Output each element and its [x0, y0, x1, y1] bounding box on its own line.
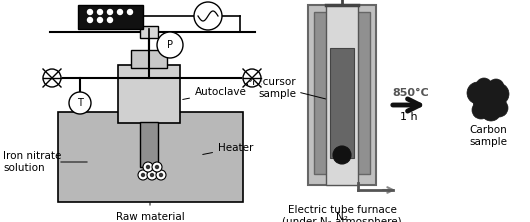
Circle shape [488, 79, 504, 95]
Bar [58, 112, 243, 202]
Circle shape [490, 99, 508, 117]
Circle shape [118, 10, 122, 14]
Bar [326, 5, 358, 185]
Circle shape [142, 174, 145, 176]
Text: Autoclave: Autoclave [183, 87, 247, 99]
Circle shape [87, 10, 93, 14]
Text: P: P [167, 40, 173, 50]
Circle shape [87, 18, 93, 22]
Circle shape [152, 162, 162, 172]
Circle shape [98, 18, 102, 22]
Circle shape [146, 165, 149, 168]
Text: N₂: N₂ [336, 212, 348, 222]
Bar [140, 122, 158, 167]
Text: Heater: Heater [203, 143, 253, 155]
Polygon shape [52, 69, 61, 87]
Polygon shape [243, 69, 252, 87]
Circle shape [481, 101, 501, 121]
Circle shape [143, 162, 153, 172]
Circle shape [108, 18, 112, 22]
Text: Precursor
sample: Precursor sample [246, 77, 296, 99]
Circle shape [151, 174, 154, 176]
Circle shape [157, 32, 183, 58]
Bar [314, 12, 370, 174]
Circle shape [98, 10, 102, 14]
Circle shape [473, 85, 503, 115]
Circle shape [69, 92, 91, 114]
Circle shape [487, 83, 509, 105]
Circle shape [476, 78, 492, 94]
Circle shape [467, 82, 489, 104]
Circle shape [138, 170, 148, 180]
Bar [131, 50, 167, 68]
Bar [118, 65, 180, 123]
Polygon shape [252, 69, 261, 87]
Text: Iron nitrate
solution: Iron nitrate solution [3, 151, 61, 173]
Circle shape [194, 2, 222, 30]
Text: 850°C: 850°C [392, 88, 429, 98]
Circle shape [156, 170, 166, 180]
Text: T: T [77, 98, 83, 108]
Circle shape [147, 170, 157, 180]
Circle shape [128, 10, 132, 14]
Circle shape [472, 101, 490, 119]
Circle shape [108, 10, 112, 14]
Bar [330, 48, 354, 158]
Text: Raw material: Raw material [116, 212, 184, 222]
Circle shape [333, 146, 351, 164]
Text: Electric tube furnace
(under N₂ atmosphere): Electric tube furnace (under N₂ atmosphe… [282, 205, 402, 222]
Bar [78, 5, 143, 29]
Bar [308, 5, 376, 185]
Bar [140, 26, 158, 38]
Text: 1 h: 1 h [400, 112, 418, 122]
Circle shape [160, 174, 163, 176]
Polygon shape [43, 69, 52, 87]
Text: Carbon
sample: Carbon sample [469, 125, 507, 147]
Circle shape [155, 165, 158, 168]
